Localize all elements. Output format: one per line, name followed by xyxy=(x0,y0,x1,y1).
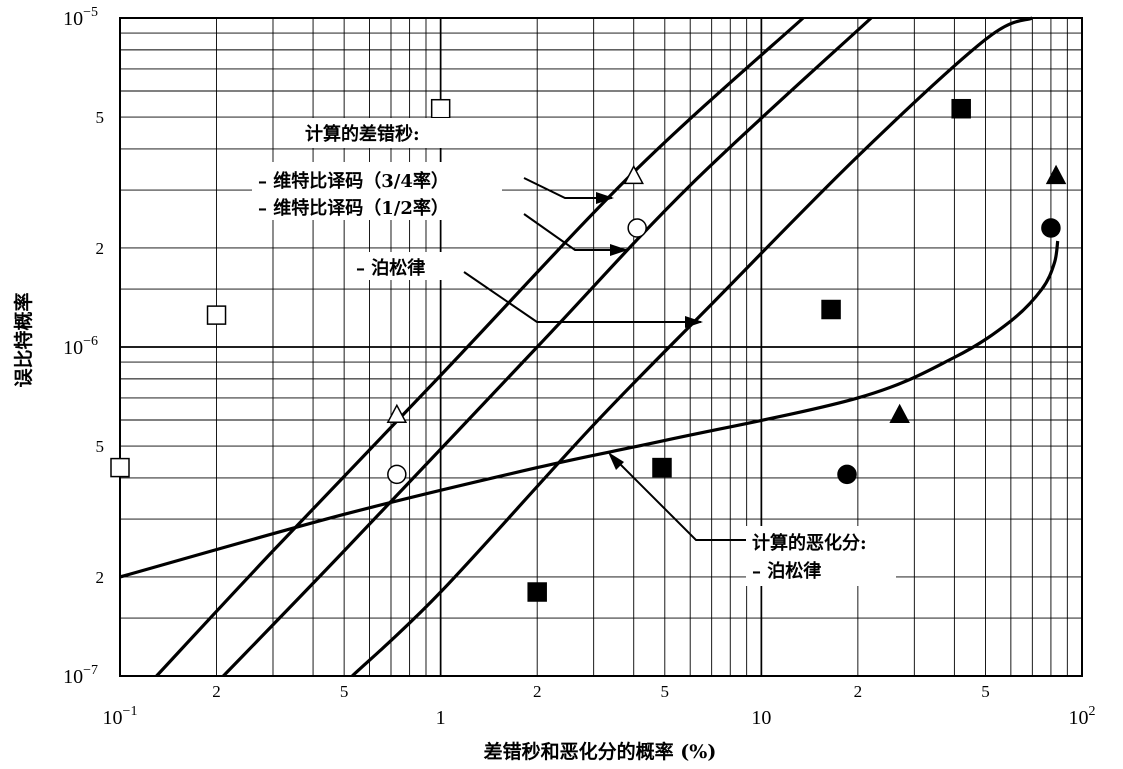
marker-filled-circle xyxy=(1041,218,1061,238)
marker-filled-square xyxy=(527,582,547,602)
x-tick-label: 5 xyxy=(661,682,670,701)
marker-filled-square xyxy=(652,457,672,478)
x-tick-label: 10 xyxy=(751,707,771,729)
tick-labels: 10−1 1 10 102 2 5 2 5 2 5 10−5 10−6 10−7 5 2 5 2 xyxy=(63,5,1095,729)
x-tick-label: 102 xyxy=(1069,704,1096,729)
x-tick-label: 5 xyxy=(340,682,349,701)
annotation-poisson-es: – 泊松律 xyxy=(356,257,425,279)
x-tick-label: 1 xyxy=(436,707,446,729)
annotation-poisson-dm: – 泊松律 xyxy=(752,560,821,582)
arrow-head xyxy=(610,244,628,256)
x-tick-label: 2 xyxy=(533,682,542,701)
annotation-viterbi-12: – 维特比译码（1/2率） xyxy=(258,197,449,219)
annotation-es-title: 计算的差错秒: xyxy=(305,123,420,145)
arrow-head xyxy=(608,452,624,470)
arrow-viterbi-12 xyxy=(523,213,626,251)
x-tick-label: 2 xyxy=(854,682,863,701)
marker-open-square xyxy=(430,98,451,119)
annotation-bg xyxy=(746,526,896,586)
y-tick-label: 5 xyxy=(96,437,105,456)
leader-arrows xyxy=(463,177,746,541)
annotation-bg xyxy=(252,162,502,220)
annotation-dm-title: 计算的恶化分: xyxy=(752,532,867,554)
series-line-1 xyxy=(155,16,805,678)
y-tick-label: 10−5 xyxy=(63,5,98,30)
arrow-poisson-es xyxy=(463,271,701,323)
marker-open-triangle xyxy=(386,403,408,424)
series-group xyxy=(119,16,1060,678)
x-tick-label: 10−1 xyxy=(103,704,138,729)
y-tick-label: 10−6 xyxy=(63,334,98,359)
arrow-head xyxy=(596,192,614,204)
marker-filled-triangle xyxy=(1045,164,1067,185)
marker-open-circle xyxy=(387,464,407,485)
marker-open-square xyxy=(206,305,227,325)
plot-frame xyxy=(119,17,1083,677)
x-tick-label: 5 xyxy=(981,682,990,701)
annotation-bg xyxy=(352,252,446,280)
marker-filled-triangle xyxy=(889,403,910,424)
annotations: 计算的差错秒: – 维特比译码（3/4率） – 维特比译码（1/2率） – 泊松… xyxy=(252,118,896,586)
arrow-head xyxy=(685,316,703,328)
marker-filled-circle xyxy=(837,464,857,485)
markers-group xyxy=(110,98,1067,602)
arrow-poisson-dm xyxy=(613,457,746,541)
marker-open-square xyxy=(110,457,130,478)
series-line-2 xyxy=(222,16,873,678)
marker-open-circle xyxy=(627,218,647,238)
marker-open-triangle xyxy=(623,164,644,185)
y-tick-label: 10−7 xyxy=(63,663,98,688)
marker-filled-square xyxy=(821,299,841,320)
y-tick-label: 2 xyxy=(96,568,105,587)
y-tick-label: 5 xyxy=(96,108,105,127)
series-line-3 xyxy=(351,16,1033,678)
grid xyxy=(119,17,1083,677)
y-axis-label: 误比特概率 xyxy=(12,292,35,387)
y-tick-label: 2 xyxy=(96,239,105,258)
series-line-4 xyxy=(119,240,1060,579)
annotation-viterbi-34: – 维特比译码（3/4率） xyxy=(258,170,449,192)
x-tick-label: 2 xyxy=(212,682,221,701)
annotation-bg xyxy=(300,118,460,148)
marker-filled-square xyxy=(951,98,971,119)
x-axis-label: 差错秒和恶化分的概率 (%) xyxy=(484,740,717,763)
